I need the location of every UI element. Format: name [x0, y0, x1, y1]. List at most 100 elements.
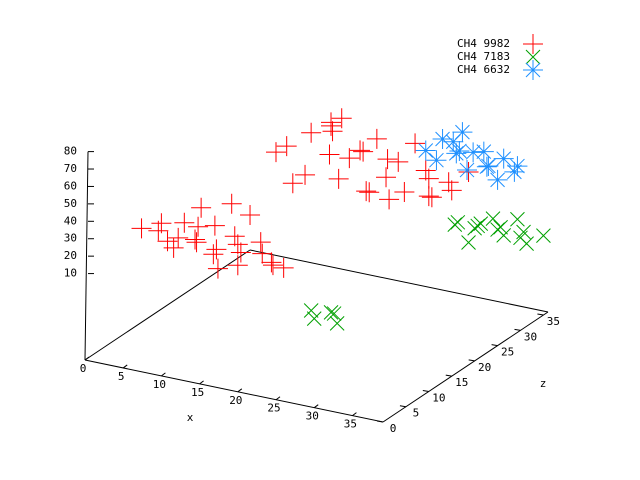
point	[493, 148, 514, 169]
point	[461, 235, 476, 250]
point	[188, 216, 209, 237]
point	[421, 187, 442, 208]
base-edge	[249, 249, 549, 313]
point	[457, 160, 478, 181]
point	[301, 122, 322, 143]
base-edge	[382, 311, 549, 423]
point	[441, 180, 462, 201]
z-tick-label: 35	[547, 315, 560, 328]
point	[449, 141, 470, 162]
point	[485, 211, 501, 227]
point	[473, 141, 494, 162]
point	[379, 189, 400, 210]
point	[516, 224, 531, 240]
point	[376, 167, 397, 188]
y-tick-label: 50	[64, 197, 77, 210]
point	[473, 216, 489, 231]
x-tick-label: 5	[118, 370, 125, 383]
x-tick-label: 15	[191, 386, 204, 399]
point	[207, 258, 228, 279]
point	[463, 142, 484, 163]
x-tick-label: 20	[229, 394, 242, 407]
point	[353, 141, 374, 162]
base-edge	[84, 249, 251, 361]
point	[478, 155, 499, 176]
point	[250, 232, 271, 253]
z-tick	[491, 344, 498, 347]
point	[476, 156, 497, 177]
base-edge	[84, 359, 384, 423]
point	[438, 172, 459, 193]
point	[163, 237, 184, 258]
y-tick-label: 40	[64, 214, 77, 227]
z-tick-label: 5	[413, 407, 420, 420]
point	[328, 168, 349, 189]
point	[467, 220, 483, 236]
point	[227, 234, 248, 255]
point	[447, 217, 463, 233]
point	[536, 228, 551, 243]
z-tick	[376, 420, 384, 423]
x-tick-label: 25	[267, 402, 280, 415]
point	[350, 140, 371, 161]
point	[261, 252, 282, 273]
z-tick-label: 10	[432, 391, 445, 404]
x-tick	[275, 396, 281, 401]
point	[470, 218, 486, 234]
z-tick	[514, 328, 521, 331]
y-tick-label: 70	[64, 162, 77, 175]
point	[306, 311, 322, 326]
point	[418, 168, 439, 189]
point	[418, 186, 439, 207]
x-tick-label: 30	[306, 410, 319, 423]
point	[227, 255, 248, 276]
point	[240, 205, 261, 226]
legend-marker	[525, 49, 541, 65]
point	[185, 229, 206, 250]
point	[339, 148, 360, 169]
point	[321, 112, 342, 133]
legend-label: CH4 9982	[457, 37, 510, 50]
point	[323, 305, 339, 320]
x-tick	[161, 372, 166, 377]
point	[446, 143, 467, 164]
point	[487, 169, 508, 190]
point	[377, 149, 398, 170]
point	[148, 220, 169, 241]
point	[388, 151, 409, 172]
point	[322, 121, 343, 142]
x-tick-label: 0	[80, 362, 87, 375]
point	[204, 215, 225, 236]
x-tick-label: 10	[153, 378, 166, 391]
legend-label: CH4 6632	[457, 63, 510, 76]
point	[224, 226, 245, 247]
point	[206, 239, 227, 260]
point	[203, 244, 224, 265]
point	[186, 232, 207, 253]
z-tick-label: 20	[478, 361, 491, 374]
point	[319, 144, 340, 165]
point	[394, 182, 415, 203]
z-tick-label: 30	[524, 330, 537, 343]
point	[329, 316, 345, 331]
y-tick-label: 10	[64, 267, 77, 280]
point	[356, 181, 377, 202]
z-tick	[468, 359, 475, 362]
point	[221, 193, 242, 214]
point	[504, 161, 525, 182]
point	[450, 214, 466, 230]
z-tick-label: 25	[501, 346, 514, 359]
point	[443, 131, 464, 152]
y-tick-label: 80	[64, 145, 77, 158]
x-tick	[84, 356, 90, 361]
point	[519, 236, 534, 251]
point	[303, 303, 319, 318]
point	[366, 128, 387, 149]
point	[405, 133, 426, 154]
y-tick-label: 30	[64, 232, 77, 245]
point	[151, 213, 172, 234]
point	[252, 243, 273, 264]
x-axis-label: x	[187, 411, 194, 424]
legend-marker	[523, 34, 543, 54]
point	[326, 306, 342, 321]
